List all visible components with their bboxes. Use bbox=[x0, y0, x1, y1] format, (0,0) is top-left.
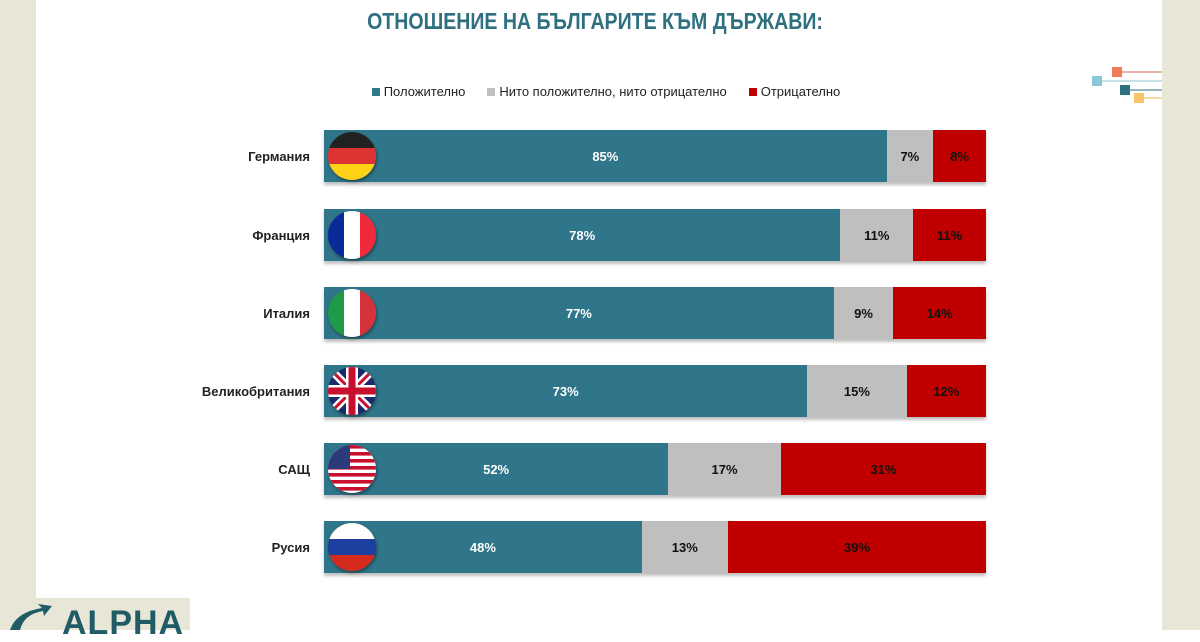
data-label: 73% bbox=[552, 383, 579, 399]
bar-segment: 39% bbox=[727, 521, 986, 573]
bar-row: 52% 17% 31% bbox=[324, 443, 986, 495]
bar-segment: 52% bbox=[324, 443, 669, 495]
germany-flag-icon bbox=[328, 132, 376, 180]
category-label: Великобритания bbox=[201, 384, 310, 399]
bar-segment: 14% bbox=[893, 287, 986, 339]
data-label: 77% bbox=[565, 305, 592, 321]
data-label: 85% bbox=[592, 148, 619, 164]
bar-row: 73% 15% 12% bbox=[324, 365, 986, 417]
category-label: Франция bbox=[252, 228, 310, 243]
data-label: 11% bbox=[864, 227, 890, 243]
bar-row: 78% 11% 11% bbox=[324, 209, 986, 261]
legend-item: Нито положително, нито отрицателно bbox=[487, 84, 727, 99]
bar-segment: 12% bbox=[906, 365, 986, 417]
data-label: 9% bbox=[854, 305, 873, 321]
legend-item: Отрицателно bbox=[748, 84, 841, 99]
data-label: 12% bbox=[933, 383, 960, 399]
bar-row: 48% 13% 39% bbox=[324, 521, 986, 573]
category-label: САЩ bbox=[278, 462, 310, 477]
chart-title: ОТНОШЕНИЕ НА БЪЛГАРИТЕ КЪМ ДЪРЖАВИ: bbox=[367, 8, 823, 34]
russia-flag-icon bbox=[328, 523, 376, 571]
legend-label: Отрицателно bbox=[760, 84, 841, 99]
bar-segment: 8% bbox=[933, 130, 986, 182]
bar-segment: 13% bbox=[641, 521, 728, 573]
data-label: 14% bbox=[926, 305, 953, 321]
legend-label: Нито положително, нито отрицателно bbox=[499, 84, 727, 99]
bar-row: 77% 9% 14% bbox=[324, 287, 986, 339]
data-label: 31% bbox=[870, 461, 897, 477]
right-border bbox=[1162, 0, 1200, 630]
bar-segment: 31% bbox=[780, 443, 986, 495]
data-label: 13% bbox=[671, 539, 698, 555]
category-label: Италия bbox=[263, 306, 310, 321]
bar-segment: 9% bbox=[833, 287, 894, 339]
category-label: Русия bbox=[271, 540, 310, 555]
bar-segment: 15% bbox=[807, 365, 907, 417]
legend-label: Положително bbox=[383, 84, 466, 99]
data-label: 17% bbox=[711, 461, 738, 477]
data-label: 8% bbox=[950, 148, 969, 164]
data-label: 52% bbox=[483, 461, 510, 477]
france-flag-icon bbox=[328, 211, 376, 259]
bar-segment: 11% bbox=[840, 209, 914, 261]
category-label: Германия bbox=[248, 149, 310, 164]
bar-segment: 77% bbox=[324, 287, 834, 339]
logo-arrow-icon bbox=[10, 604, 52, 630]
legend-item: Положително bbox=[371, 84, 466, 99]
legend: Положително Нито положително, нито отриц… bbox=[6, 84, 1200, 99]
logo-text: ALPHA bbox=[62, 604, 185, 642]
bar-segment: 85% bbox=[324, 130, 887, 182]
bar-segment: 17% bbox=[668, 443, 781, 495]
logo bbox=[0, 598, 190, 630]
data-label: 78% bbox=[569, 227, 596, 243]
bar-segment: 73% bbox=[324, 365, 808, 417]
italy-flag-icon bbox=[328, 289, 376, 337]
data-label: 7% bbox=[900, 148, 920, 164]
bar-segment: 11% bbox=[913, 209, 986, 261]
data-label: 39% bbox=[843, 539, 870, 555]
data-label: 48% bbox=[469, 539, 496, 555]
data-label: 11% bbox=[936, 227, 963, 243]
bar-segment: 7% bbox=[886, 130, 934, 182]
usa-flag-icon bbox=[328, 445, 376, 493]
uk-flag-icon bbox=[328, 367, 376, 415]
bar-segment: 48% bbox=[324, 521, 642, 573]
decoration-icon bbox=[1092, 67, 1162, 103]
data-label: 15% bbox=[843, 383, 870, 399]
left-border bbox=[0, 0, 36, 630]
bar-segment: 78% bbox=[324, 209, 841, 261]
bar-row: 85% 7% 8% bbox=[324, 130, 986, 182]
